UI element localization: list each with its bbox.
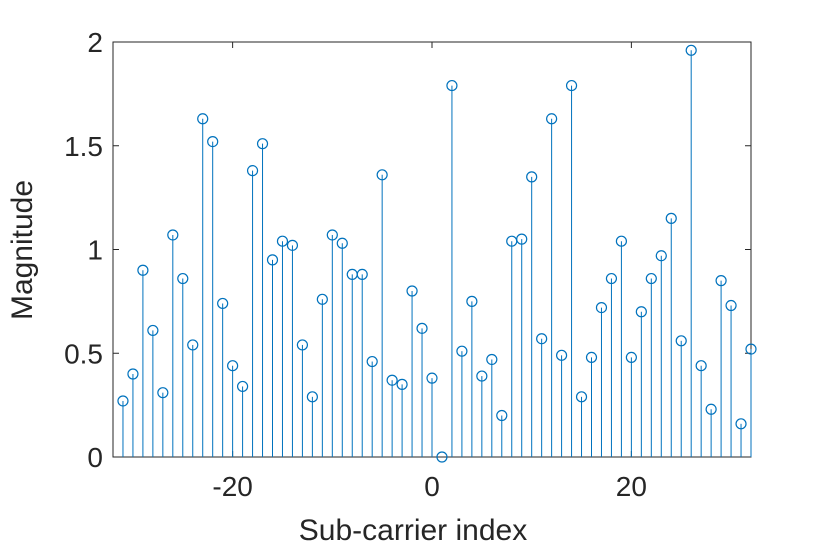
stem-marker: [386, 374, 398, 386]
stem-marker: [585, 351, 598, 363]
stem-marker: [167, 229, 179, 241]
stem-marker: [137, 264, 149, 276]
stem-marker: [197, 113, 209, 125]
y-tick-label: 1: [87, 235, 103, 266]
x-axis-label: Sub-carrier index: [299, 514, 527, 547]
y-tick-label: 1.5: [64, 131, 103, 162]
stem-marker: [705, 403, 717, 415]
stem-marker: [177, 272, 189, 285]
stem-marker: [615, 235, 628, 247]
stem-marker: [356, 268, 368, 280]
stem-marker: [416, 322, 428, 334]
stem-marker: [396, 378, 408, 390]
stems-layer: [117, 44, 757, 463]
stem-marker: [555, 349, 568, 361]
stem-marker: [685, 44, 697, 56]
stem-marker: [147, 324, 159, 337]
stem-marker: [725, 299, 737, 312]
stem-marker: [286, 239, 299, 251]
stem-marker: [446, 79, 458, 92]
labels-layer: Sub-carrier index Magnitude: [6, 180, 527, 547]
stem-marker: [526, 171, 538, 183]
stem-marker: [476, 370, 488, 382]
y-tick-label: 0.5: [64, 338, 103, 369]
stem-marker: [496, 409, 508, 422]
stem-marker: [605, 272, 618, 285]
stem-marker: [715, 275, 727, 287]
stem-marker: [655, 250, 667, 262]
stem-marker: [256, 138, 269, 150]
stem-marker: [575, 391, 588, 403]
y-axis-label: Magnitude: [6, 180, 39, 320]
stem-marker: [466, 295, 478, 307]
stem-marker: [306, 391, 318, 403]
stem-marker: [127, 368, 139, 380]
stem-marker: [546, 113, 558, 125]
stem-marker: [565, 79, 578, 92]
stem-marker: [157, 387, 169, 399]
stem-marker: [117, 395, 129, 407]
stem-marker: [735, 418, 747, 430]
stem-marker: [625, 351, 637, 363]
stem-marker: [376, 169, 388, 181]
stem-marker: [675, 335, 687, 347]
stem-marker: [336, 237, 348, 249]
stem-marker: [486, 353, 498, 366]
axes-layer: 0 0.5 1 1.5 2 -20 0 20: [64, 27, 752, 502]
stem-marker: [595, 302, 608, 314]
stem-marker: [635, 306, 647, 318]
stem-marker: [217, 297, 229, 310]
stem-marker: [645, 272, 657, 285]
x-tick-label: 0: [424, 471, 440, 502]
stem-marker: [276, 235, 289, 247]
stem-marker: [456, 345, 468, 357]
stem-marker: [207, 136, 219, 148]
stem-marker: [227, 360, 239, 372]
stem-marker: [665, 212, 677, 224]
stem-marker: [187, 339, 199, 351]
x-tick-label: -20: [212, 471, 252, 502]
stem-marker: [236, 380, 249, 393]
stem-marker: [745, 343, 757, 355]
stem-marker: [695, 360, 707, 372]
y-tick-label: 2: [87, 27, 103, 58]
x-tick-label: 20: [616, 471, 647, 502]
stem-marker: [296, 339, 309, 351]
stem-marker: [536, 333, 548, 345]
stem-marker: [326, 229, 338, 241]
stem-marker: [516, 233, 528, 245]
stem-marker: [426, 372, 438, 384]
stem-marker: [436, 451, 448, 463]
stem-marker: [246, 165, 259, 177]
stem-marker: [366, 355, 378, 368]
stem-marker: [406, 285, 418, 297]
y-tick-label: 0: [87, 442, 103, 473]
stem-marker: [266, 254, 279, 266]
stem-marker: [316, 293, 328, 305]
